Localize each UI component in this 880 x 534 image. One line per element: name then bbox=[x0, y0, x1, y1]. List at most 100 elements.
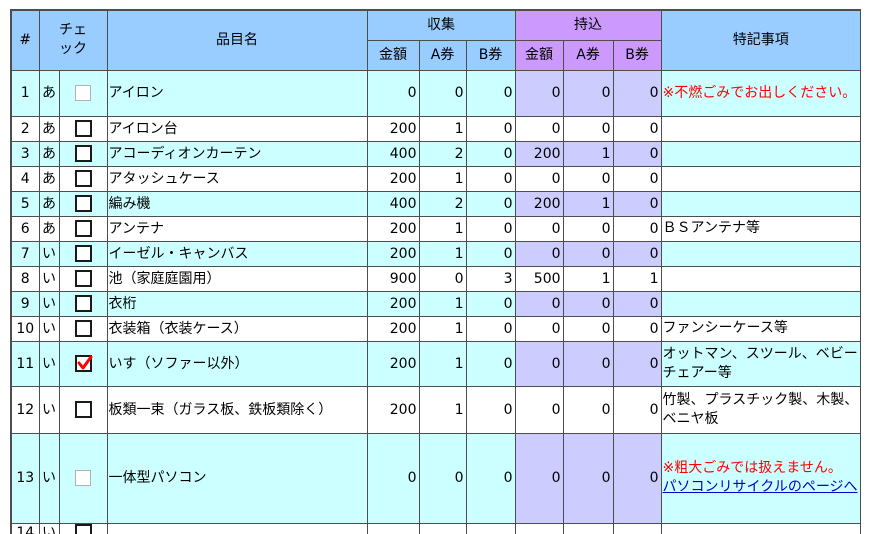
row-bring-ticket-b: 0 bbox=[612, 140, 662, 167]
row-bring-ticket-a: 0 bbox=[562, 165, 614, 192]
checkbox-icon[interactable] bbox=[74, 401, 92, 418]
row-kana: い bbox=[38, 315, 60, 342]
checkbox-icon[interactable] bbox=[74, 245, 92, 262]
col-header-collect-amount: 金額 bbox=[366, 39, 420, 71]
table-row: 9 い衣桁 200 1 0 0 0 0 bbox=[10, 290, 861, 317]
checkbox-icon[interactable] bbox=[74, 524, 92, 534]
row-check-cell bbox=[58, 432, 108, 524]
checkbox-icon[interactable] bbox=[74, 120, 92, 137]
row-item-name: イーゼル・キャンバス bbox=[106, 240, 368, 267]
row-collect-ticket-b: 0 bbox=[465, 240, 516, 267]
row-check-cell bbox=[58, 385, 108, 434]
col-header-number: # bbox=[10, 9, 40, 71]
row-check-cell bbox=[58, 140, 108, 167]
row-collect-amount: 200 bbox=[366, 215, 420, 242]
row-collect-amount: 0 bbox=[366, 432, 420, 524]
row-notes bbox=[660, 190, 861, 217]
disabled-checkbox-icon bbox=[75, 85, 91, 101]
row-collect-ticket-b: 0 bbox=[465, 165, 516, 192]
row-notes: 竹製、プラスチック製、木製、ベニヤ板 bbox=[660, 385, 861, 434]
row-collect-amount: 400 bbox=[366, 190, 420, 217]
row-notes: オットマン、スツール、ベビーチェアー等 bbox=[660, 340, 861, 387]
row-collect-amount: 200 bbox=[366, 240, 420, 267]
row-collect-ticket-b: 0 bbox=[465, 190, 516, 217]
table-row: 10 い衣装箱（衣装ケース） 200 1 0 0 0 0 ファンシーケース等 bbox=[10, 315, 861, 342]
table-row: 14 い bbox=[10, 522, 861, 534]
row-kana: い bbox=[38, 240, 60, 267]
row-check-cell bbox=[58, 290, 108, 317]
row-check-cell bbox=[58, 215, 108, 242]
col-header-collection: 収集 bbox=[366, 9, 516, 41]
table-row: 4 あアタッシュケース 200 1 0 0 0 0 bbox=[10, 165, 861, 192]
row-bring-ticket-b: 0 bbox=[612, 69, 662, 117]
row-check-cell bbox=[58, 265, 108, 292]
disabled-checkbox-icon bbox=[75, 470, 91, 486]
row-collect-ticket-a: 1 bbox=[418, 385, 467, 434]
col-header-bring-ticket-b: B券 bbox=[612, 39, 662, 71]
checkbox-icon[interactable] bbox=[74, 170, 92, 187]
checkbox-icon[interactable] bbox=[74, 145, 92, 162]
row-kana: あ bbox=[38, 215, 60, 242]
row-bring-ticket-b: 0 bbox=[612, 432, 662, 524]
row-check-cell bbox=[58, 522, 108, 534]
checkbox-icon[interactable] bbox=[74, 195, 92, 212]
row-item-name: 編み機 bbox=[106, 190, 368, 217]
checkbox-icon[interactable] bbox=[74, 295, 92, 312]
row-number: 9 bbox=[10, 290, 40, 317]
row-check-cell bbox=[58, 69, 108, 117]
row-collect-ticket-b: 0 bbox=[465, 69, 516, 117]
row-check-cell bbox=[58, 315, 108, 342]
table-row: 1 あアイロン 0 0 0 0 0 0 ※不燃ごみでお出しください。 bbox=[10, 69, 861, 117]
checkbox-icon[interactable] bbox=[74, 320, 92, 337]
row-notes: ＢＳアンテナ等 bbox=[660, 215, 861, 242]
row-number: 11 bbox=[10, 340, 40, 387]
row-bring-amount bbox=[514, 522, 564, 534]
row-kana: あ bbox=[38, 190, 60, 217]
col-header-notes: 特記事項 bbox=[660, 9, 861, 71]
row-bring-amount: 0 bbox=[514, 315, 564, 342]
red-checkmark-icon[interactable] bbox=[74, 355, 92, 372]
row-notes-text: ＢＳアンテナ等 bbox=[662, 220, 760, 236]
table-row: 7 いイーゼル・キャンバス 200 1 0 0 0 0 bbox=[10, 240, 861, 267]
col-header-bring-amount: 金額 bbox=[514, 39, 564, 71]
row-bring-ticket-a: 0 bbox=[562, 432, 614, 524]
row-notes-text: ファンシーケース等 bbox=[662, 320, 788, 336]
checkbox-icon[interactable] bbox=[74, 270, 92, 287]
row-number: 14 bbox=[10, 522, 40, 534]
row-bring-amount: 200 bbox=[514, 190, 564, 217]
row-bring-amount: 0 bbox=[514, 165, 564, 192]
row-check-cell bbox=[58, 190, 108, 217]
row-bring-ticket-b: 0 bbox=[612, 215, 662, 242]
table-row: 12 い板類一束（ガラス板、鉄板類除く） 200 1 0 0 0 0 竹製、プラスチック製、木製… bbox=[10, 385, 861, 434]
row-item-name: アタッシュケース bbox=[106, 165, 368, 192]
row-collect-ticket-b: 0 bbox=[465, 115, 516, 142]
row-number: 3 bbox=[10, 140, 40, 167]
row-item-name: アンテナ bbox=[106, 215, 368, 242]
row-bring-ticket-b: 0 bbox=[612, 340, 662, 387]
table-header: # チェック 品目名 収集 持込 特記事項 金額 A券 B券 金額 A券 B券 bbox=[10, 9, 861, 71]
row-item-name: 板類一束（ガラス板、鉄板類除く） bbox=[106, 385, 368, 434]
row-number: 1 bbox=[10, 69, 40, 117]
row-collect-ticket-a: 1 bbox=[418, 240, 467, 267]
pc-recycle-link[interactable]: パソコンリサイクルのページへ bbox=[662, 479, 858, 495]
row-notes bbox=[660, 115, 861, 142]
row-bring-ticket-a: 0 bbox=[562, 315, 614, 342]
row-notes: ※粗大ごみでは扱えません。 パソコンリサイクルのページへ bbox=[660, 432, 861, 524]
table-body: 1 あアイロン 0 0 0 0 0 0 ※不燃ごみでお出しください。 2 あアイロン台 200 1 0 0 0… bbox=[10, 69, 861, 534]
row-bring-ticket-b: 0 bbox=[612, 240, 662, 267]
row-bring-ticket-b: 0 bbox=[612, 190, 662, 217]
row-number: 7 bbox=[10, 240, 40, 267]
col-header-collect-ticket-a: A券 bbox=[418, 39, 467, 71]
col-header-check: チェック bbox=[38, 9, 108, 71]
row-notes-text: オットマン、スツール、ベビーチェアー等 bbox=[662, 345, 858, 381]
row-collect-ticket-b: 0 bbox=[465, 340, 516, 387]
table-row: 3 あアコーディオンカーテン 400 2 0 200 1 0 bbox=[10, 140, 861, 167]
checkbox-icon[interactable] bbox=[74, 220, 92, 237]
row-check-cell bbox=[58, 340, 108, 387]
col-header-item-name: 品目名 bbox=[106, 9, 368, 71]
col-header-bring-in: 持込 bbox=[514, 9, 662, 41]
row-collect-ticket-a: 1 bbox=[418, 165, 467, 192]
row-kana: い bbox=[38, 385, 60, 434]
row-bring-ticket-a: 0 bbox=[562, 115, 614, 142]
row-bring-ticket-a bbox=[562, 522, 614, 534]
